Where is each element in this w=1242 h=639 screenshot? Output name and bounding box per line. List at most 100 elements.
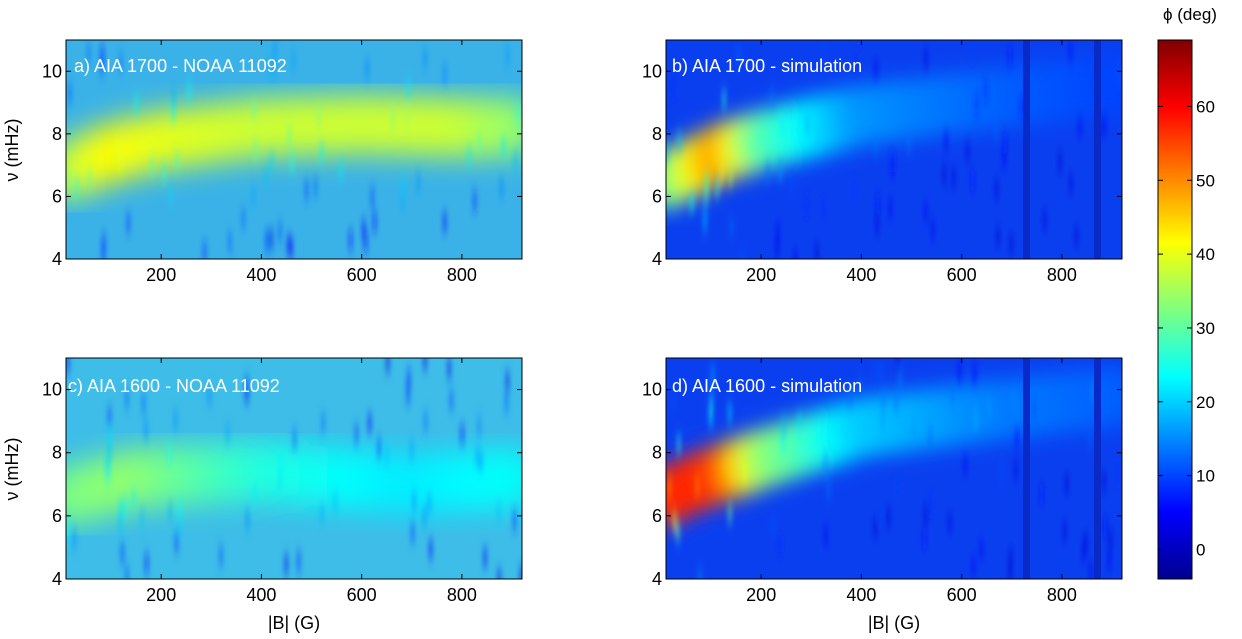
texture-streak-a [467, 145, 472, 166]
texture-streak-a [442, 64, 447, 85]
texture-streak-c [177, 500, 182, 521]
x-tick-label-a: 200 [146, 265, 176, 285]
y-tick-label-d: 6 [652, 506, 662, 526]
texture-streak-a [472, 191, 477, 212]
texture-streak-d [1088, 428, 1093, 449]
texture-streak-d [923, 504, 928, 525]
texture-streak-c [367, 413, 372, 434]
texture-streak-c [207, 385, 212, 406]
texture-streak-c [477, 416, 482, 437]
texture-streak-d [672, 511, 677, 532]
texture-streak-b [923, 48, 928, 69]
texture-streak-a [370, 187, 375, 208]
texture-streak-d [1102, 471, 1107, 492]
texture-streak-c [384, 445, 389, 466]
texture-streak-b [1007, 46, 1012, 67]
texture-streak-c [174, 532, 179, 553]
texture-streak-a [317, 106, 322, 127]
texture-streak-d [781, 416, 786, 437]
texture-streak-b [852, 180, 857, 201]
texture-streak-d [1108, 529, 1113, 550]
texture-streak-c [168, 502, 173, 523]
texture-streak-c [72, 528, 77, 549]
texture-streak-a [87, 168, 92, 189]
texture-streak-b [1077, 117, 1082, 138]
texture-streak-b [804, 195, 809, 216]
texture-streak-c [410, 522, 415, 543]
colorbar-tick-label: 30 [1196, 319, 1215, 338]
panel-d: d) AIA 1600 - simulation 200 400 600 800 4 6 8… [642, 357, 1123, 633]
x-tick-label-a: 400 [246, 265, 276, 285]
texture-streak-d [1083, 531, 1088, 552]
texture-streak-a [400, 190, 405, 211]
texture-streak-a [273, 40, 278, 58]
y-tick-label-b: 6 [652, 186, 662, 206]
texture-streak-a [67, 83, 72, 104]
texture-streak-d [1107, 550, 1112, 571]
texture-streak-d [972, 363, 977, 384]
texture-streak-a [118, 52, 123, 73]
texture-streak-d [697, 567, 702, 579]
texture-streak-d [878, 360, 883, 381]
heatmap-d [666, 358, 1122, 579]
texture-streak-c [377, 437, 382, 458]
heatmap-b [666, 40, 1122, 259]
texture-streak-d [987, 398, 992, 419]
texture-streak-b [996, 226, 1001, 247]
texture-streak-c [106, 459, 111, 480]
texture-streak-d [1013, 460, 1018, 481]
texture-streak-d [911, 419, 916, 440]
texture-streak-d [1008, 547, 1013, 568]
texture-streak-c [406, 384, 411, 405]
texture-streak-c [278, 450, 283, 471]
texture-streak-c [284, 554, 289, 575]
texture-streak-c [449, 390, 454, 411]
x-tick-label-d: 600 [947, 585, 977, 605]
texture-streak-a [187, 81, 192, 102]
texture-streak-b [951, 167, 956, 188]
x-tick-label-a: 600 [347, 265, 377, 285]
texture-streak-c [131, 489, 136, 510]
texture-streak-d [695, 476, 700, 497]
texture-streak-c [321, 412, 326, 433]
texture-streak-d [1114, 463, 1119, 484]
texture-streak-b [1002, 149, 1007, 170]
texture-streak-c [252, 484, 257, 505]
texture-streak-d [1015, 428, 1020, 449]
texture-streak-d [894, 392, 899, 413]
texture-streak-c [173, 409, 178, 430]
texture-streak-c [140, 508, 145, 529]
texture-streak-d [1064, 473, 1069, 494]
colorbar-tick-label: 20 [1196, 393, 1215, 412]
texture-streak-c [277, 471, 282, 492]
texture-streak-d [963, 454, 968, 475]
texture-streak-b [821, 198, 826, 219]
panel-b-label: b) AIA 1700 - simulation [672, 56, 862, 76]
texture-streak-c [406, 368, 411, 389]
x-tick-label-c: 400 [246, 585, 276, 605]
texture-streak-c [333, 492, 338, 513]
texture-streak-b [817, 127, 822, 148]
texture-streak-c [423, 411, 428, 432]
texture-streak-a [363, 232, 368, 253]
texture-streak-b [1042, 209, 1047, 230]
texture-streak-d [796, 432, 801, 453]
texture-streak-b [822, 40, 827, 55]
texture-streak-b [930, 220, 935, 241]
panel-a-ylabel: ν (mHz) [2, 119, 22, 182]
texture-streak-d [1103, 517, 1108, 538]
stripe-d-1 [1023, 358, 1030, 579]
texture-streak-c [320, 503, 325, 524]
texture-streak-d [727, 402, 732, 423]
texture-streak-d [667, 476, 672, 497]
texture-streak-c [474, 446, 479, 467]
texture-streak-d [881, 387, 886, 408]
stripe-b-1 [1023, 40, 1030, 259]
texture-streak-d [873, 518, 878, 539]
texture-streak-c [296, 551, 301, 572]
texture-streak-b [923, 201, 928, 222]
texture-streak-b [780, 114, 785, 135]
y-tick-label-a: 10 [42, 61, 62, 81]
texture-streak-a [319, 142, 324, 163]
texture-streak-a [286, 234, 291, 255]
